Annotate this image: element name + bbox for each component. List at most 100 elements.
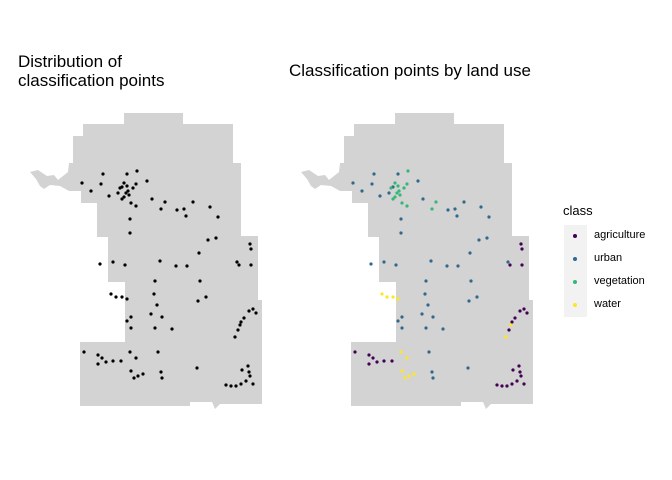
- point-urban-27: [160, 315, 164, 319]
- class-point-agriculture-2: [520, 263, 524, 267]
- class-point-water-1: [385, 295, 389, 299]
- class-point-urban-18: [477, 238, 481, 242]
- point-urban-41: [156, 350, 160, 354]
- point-urban-14: [184, 214, 188, 218]
- point-urban-12: [175, 208, 179, 212]
- point-urban-25: [152, 292, 156, 296]
- legend-label-vegetation: vegetation: [594, 275, 645, 287]
- point-urban-36: [204, 295, 208, 299]
- class-point-vegetation-7: [395, 191, 399, 195]
- class-point-agriculture-10: [353, 350, 357, 354]
- class-point-agriculture-5: [510, 320, 514, 324]
- point-agriculture-4: [236, 328, 240, 332]
- class-point-urban-21: [456, 264, 460, 268]
- point-water-10: [132, 376, 136, 380]
- class-point-vegetation-2: [396, 184, 400, 188]
- point-agriculture-0: [248, 242, 252, 246]
- class-point-agriculture-6: [513, 316, 517, 320]
- class-point-vegetation-0: [389, 186, 393, 190]
- point-urban-38: [111, 260, 115, 264]
- point-vegetation-10: [120, 197, 124, 201]
- class-point-agriculture-23: [522, 382, 526, 386]
- point-vegetation-8: [134, 182, 138, 186]
- point-vegetation-11: [129, 201, 133, 205]
- class-point-vegetation-4: [393, 195, 397, 199]
- point-agriculture-6: [242, 316, 246, 320]
- point-urban-19: [214, 236, 218, 240]
- class-point-water-3: [396, 297, 400, 301]
- legend-row-urban: urban: [564, 248, 622, 271]
- class-point-urban-30: [400, 315, 404, 319]
- point-water-11: [141, 372, 145, 376]
- point-agriculture-22: [248, 374, 252, 378]
- point-agriculture-26: [247, 370, 251, 374]
- class-point-vegetation-9: [406, 169, 410, 173]
- class-point-urban-1: [360, 189, 364, 193]
- point-vegetation-7: [124, 191, 128, 195]
- class-point-urban-17: [487, 215, 491, 219]
- class-point-urban-11: [399, 231, 403, 235]
- point-vegetation-0: [118, 186, 122, 190]
- point-agriculture-20: [239, 382, 243, 386]
- class-point-urban-32: [400, 326, 404, 330]
- point-urban-13: [182, 207, 186, 211]
- class-point-urban-12: [446, 208, 450, 212]
- point-water-8: [136, 374, 140, 378]
- point-urban-18: [206, 238, 210, 242]
- class-point-urban-40: [369, 262, 373, 266]
- right-panel-title: Classification points by land use: [289, 61, 531, 80]
- class-point-urban-10: [399, 217, 403, 221]
- point-agriculture-23: [251, 382, 255, 386]
- class-point-urban-34: [469, 279, 473, 283]
- class-point-agriculture-17: [495, 383, 499, 387]
- legend-label-agriculture: agriculture: [594, 229, 646, 241]
- class-point-vegetation-12: [405, 204, 409, 208]
- class-point-water-4: [504, 335, 508, 339]
- legend-row-vegetation: vegetation: [564, 271, 645, 294]
- point-urban-39: [123, 263, 127, 267]
- class-point-urban-13: [453, 207, 457, 211]
- point-urban-29: [170, 327, 174, 331]
- class-point-urban-19: [485, 236, 489, 240]
- class-point-urban-29: [441, 327, 445, 331]
- class-point-urban-3: [370, 182, 374, 186]
- class-point-agriculture-7: [518, 309, 522, 313]
- point-agriculture-14: [104, 360, 108, 364]
- point-agriculture-13: [96, 362, 100, 366]
- point-urban-11: [128, 231, 132, 235]
- point-urban-44: [195, 366, 199, 370]
- point-urban-40: [98, 262, 102, 266]
- point-urban-8: [145, 179, 149, 183]
- point-agriculture-1: [249, 247, 253, 251]
- point-urban-22: [174, 264, 178, 268]
- class-point-urban-41: [427, 350, 431, 354]
- class-point-agriculture-24: [511, 368, 515, 372]
- class-point-urban-14: [455, 214, 459, 218]
- class-point-water-10: [403, 376, 407, 380]
- point-urban-34: [198, 279, 202, 283]
- class-point-agriculture-12: [371, 356, 375, 360]
- point-urban-0: [80, 181, 84, 185]
- class-point-vegetation-6: [402, 186, 406, 190]
- class-point-agriculture-9: [525, 311, 529, 315]
- class-point-agriculture-8: [522, 307, 526, 311]
- class-point-urban-36: [475, 295, 479, 299]
- class-point-vegetation-13: [430, 207, 434, 211]
- point-urban-3: [99, 182, 103, 186]
- point-urban-17: [216, 215, 220, 219]
- class-point-agriculture-14: [375, 360, 379, 364]
- class-point-urban-4: [378, 194, 382, 198]
- point-agriculture-21: [244, 379, 248, 383]
- class-point-agriculture-26: [518, 370, 522, 374]
- point-urban-42: [159, 370, 163, 374]
- point-agriculture-25: [246, 364, 250, 368]
- point-urban-10: [128, 217, 132, 221]
- class-point-agriculture-16: [390, 359, 394, 363]
- point-water-4: [233, 335, 237, 339]
- right-points-layer: [351, 169, 529, 388]
- class-point-urban-33: [424, 326, 428, 330]
- point-urban-20: [197, 251, 201, 255]
- class-point-agriculture-13: [367, 362, 371, 366]
- class-point-agriculture-19: [505, 384, 509, 388]
